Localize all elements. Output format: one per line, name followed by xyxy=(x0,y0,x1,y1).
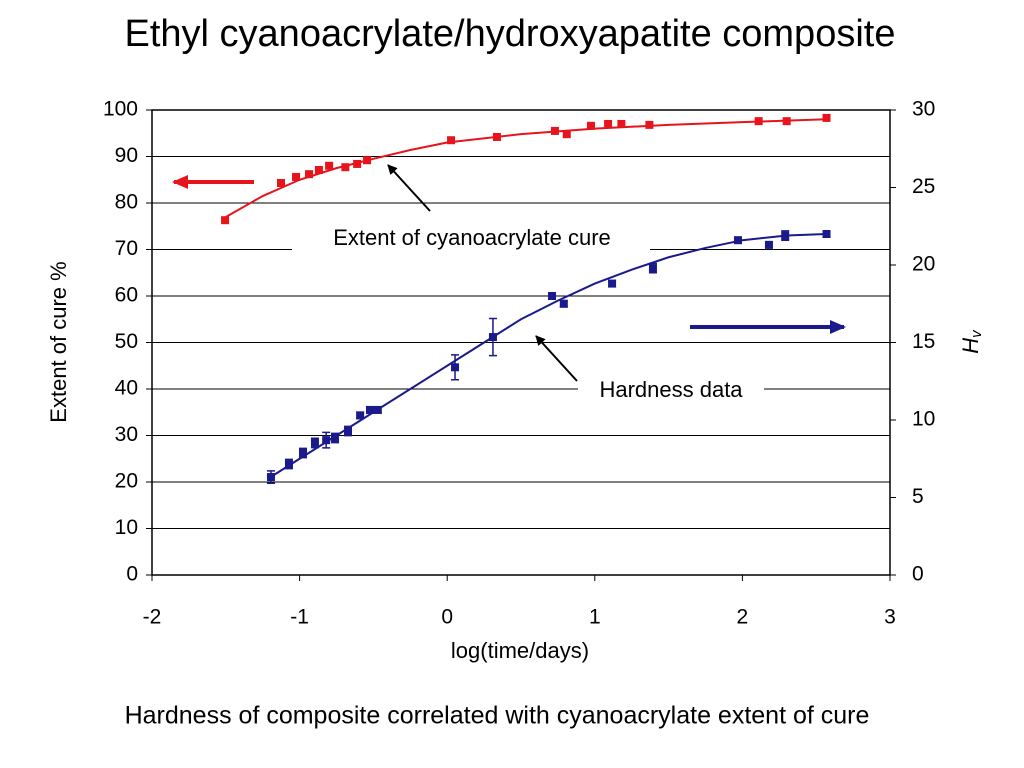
data-point xyxy=(310,438,319,447)
annotation-arrow xyxy=(535,335,578,382)
data-point xyxy=(221,216,230,225)
label-bg xyxy=(292,224,650,252)
annotation-arrow xyxy=(387,164,431,212)
data-point xyxy=(284,460,293,469)
annotation: Extent of cyanoacrylate cure xyxy=(333,225,611,250)
y-tick-label: 80 xyxy=(115,191,138,214)
data-point xyxy=(782,117,791,126)
data-point xyxy=(363,156,372,165)
data-point xyxy=(645,120,654,129)
x-axis-label: log(time/days) xyxy=(451,638,589,663)
data-point xyxy=(366,405,375,414)
y-tick-label: 40 xyxy=(115,377,138,400)
data-point xyxy=(648,264,657,273)
data-point xyxy=(356,411,365,420)
y2-tick-label: 10 xyxy=(912,408,935,431)
caption: Hardness of composite correlated with cy… xyxy=(125,702,870,730)
data-point xyxy=(547,292,556,300)
data-point xyxy=(733,236,742,245)
y-tick-label: 60 xyxy=(115,284,138,307)
data-point xyxy=(353,159,362,168)
data-point xyxy=(822,113,831,122)
plot-frame xyxy=(151,109,891,576)
plot-area: 0 10 20 30 40 50 60 70 80 90 100 0 5 10 15 20 25 30 -2 -1 0 1… xyxy=(103,98,935,629)
data-point xyxy=(559,299,568,308)
y2-tick-label: 30 xyxy=(912,98,935,121)
x-tick-label: -1 xyxy=(290,606,309,629)
y-tick-label: 0 xyxy=(126,563,138,586)
data-point xyxy=(451,363,460,372)
data-point xyxy=(314,165,323,174)
fit-line xyxy=(225,118,827,218)
data-point xyxy=(550,126,559,135)
y-axis-label: Extent of cure % xyxy=(46,261,71,422)
fit-line xyxy=(269,233,827,479)
data-point xyxy=(325,161,334,170)
data-point xyxy=(331,433,340,442)
x-tick-label: 0 xyxy=(441,606,453,629)
y-tick-label: 50 xyxy=(115,330,138,353)
y2-label-main: H xyxy=(958,338,983,354)
y2-axis-label: Hv xyxy=(958,329,985,354)
data-point xyxy=(292,172,301,181)
y-tick-label: 100 xyxy=(103,98,138,121)
label-bg xyxy=(578,377,764,405)
data-point xyxy=(447,136,456,145)
y-tick-label: 20 xyxy=(115,470,138,493)
data-point xyxy=(277,179,286,188)
data-point xyxy=(754,117,763,126)
y-tick-label: 30 xyxy=(115,423,138,446)
data-point xyxy=(341,163,350,172)
data-point xyxy=(617,119,626,128)
data-point xyxy=(344,427,353,436)
y2-tick-label: 0 xyxy=(912,563,924,586)
y-tick-label: 10 xyxy=(115,516,138,539)
data-point xyxy=(562,130,571,139)
data-point xyxy=(373,405,382,414)
x-tick-label: 2 xyxy=(737,606,749,629)
y2-tick-label: 5 xyxy=(912,485,924,508)
y2-tick-label: 25 xyxy=(912,175,935,198)
y2-tick-label: 15 xyxy=(912,330,935,353)
data-point xyxy=(604,119,613,128)
data-point xyxy=(586,121,595,130)
data-point xyxy=(305,170,314,179)
x-tick-label: 3 xyxy=(884,606,896,629)
data-point xyxy=(822,230,831,238)
y2-label-sub: v xyxy=(968,329,985,338)
y-tick-label: 90 xyxy=(115,144,138,167)
y-tick-label: 70 xyxy=(115,237,138,260)
data-point xyxy=(298,449,307,458)
annotations: Extent of cyanoacrylate cure Hardness da… xyxy=(172,164,846,405)
y2-tick-label: 20 xyxy=(912,253,935,276)
annotation: Hardness data xyxy=(599,377,743,402)
data-point xyxy=(781,231,790,240)
data-point xyxy=(492,132,501,141)
data-point xyxy=(764,240,773,249)
x-tick-label: 1 xyxy=(589,606,601,629)
data-point xyxy=(608,279,617,288)
data-point xyxy=(322,436,331,445)
chart-title: Ethyl cyanoacrylate/hydroxyapatite compo… xyxy=(125,13,896,55)
data-point xyxy=(266,473,275,482)
data-point xyxy=(488,333,497,342)
x-tick-label: -2 xyxy=(143,606,162,629)
